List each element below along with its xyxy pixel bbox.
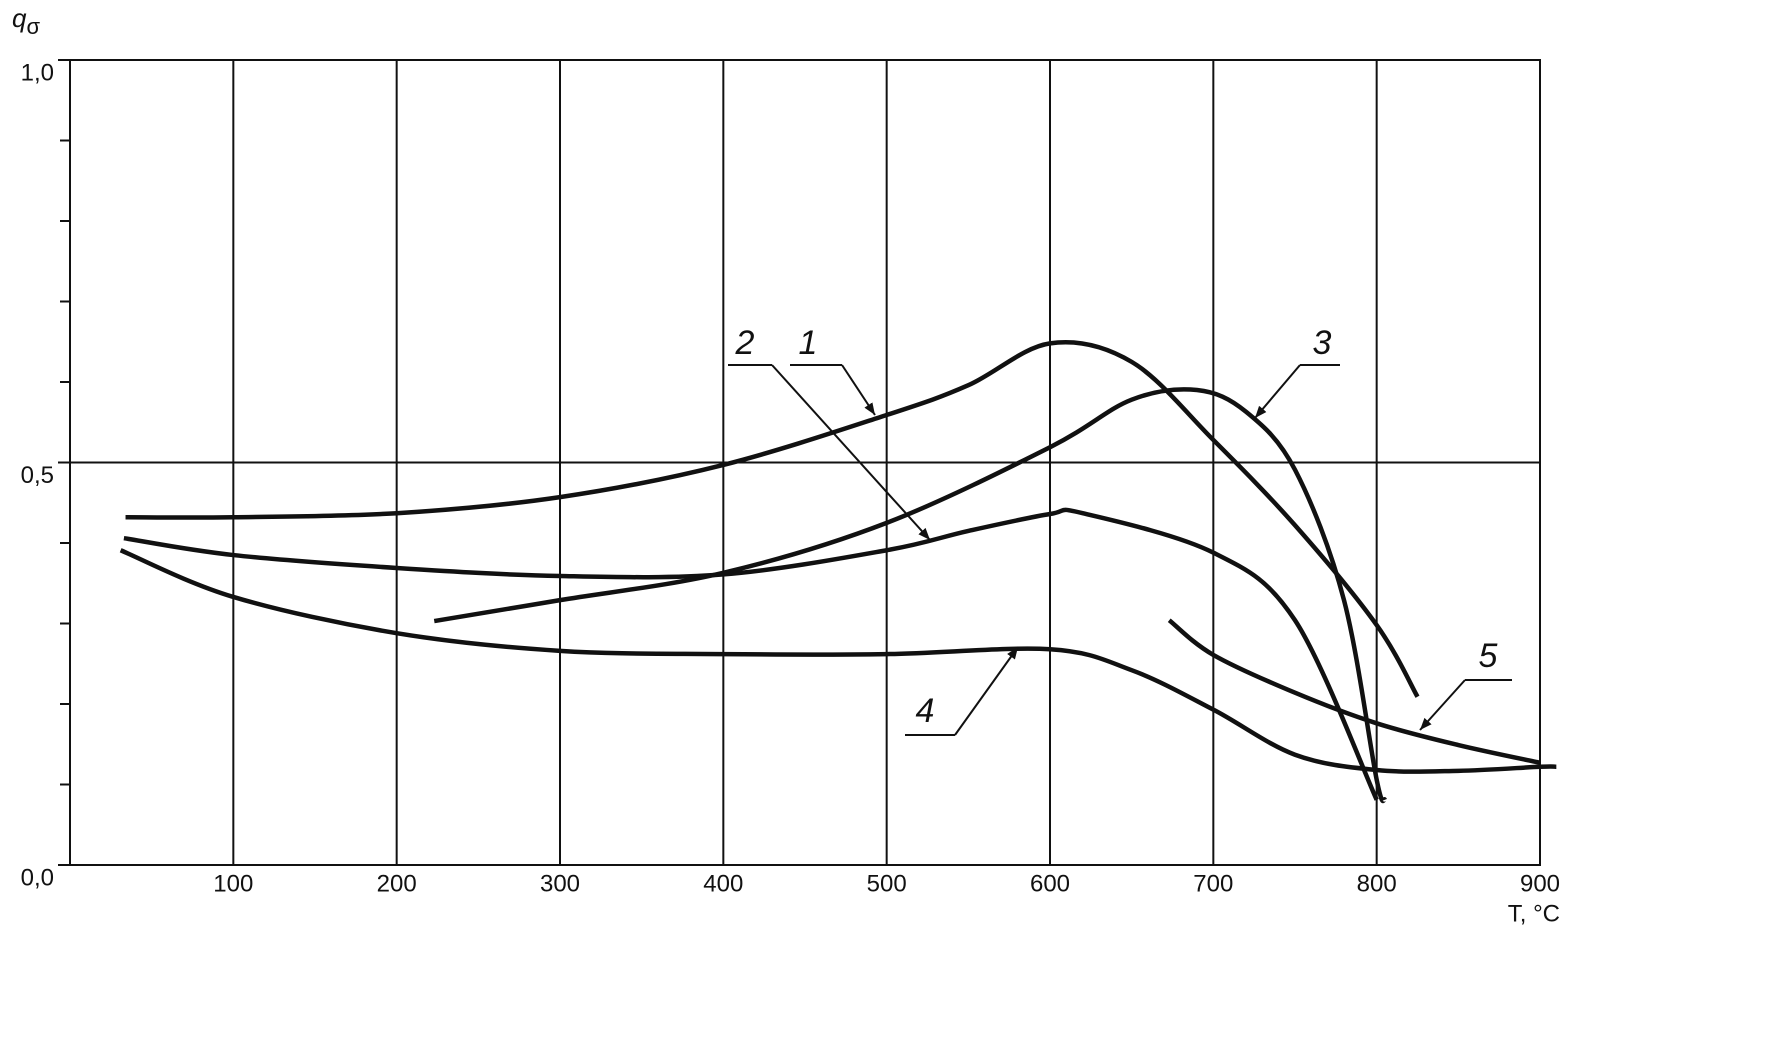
label-leader (954, 646, 1019, 736)
x-axis-label: T, °C (1508, 900, 1560, 927)
label-leader (841, 364, 876, 416)
x-tick-label: 900 (1520, 870, 1560, 897)
y-tick-label: 0,0 (21, 864, 54, 891)
x-tick-label: 600 (1030, 870, 1070, 897)
curve (119, 548, 1557, 774)
x-tick-label: 100 (213, 870, 253, 897)
x-tick-label: 800 (1357, 870, 1397, 897)
x-tick-label: 700 (1193, 870, 1233, 897)
y-axis-label-sub: σ (26, 14, 40, 39)
x-tick-label: 400 (703, 870, 743, 897)
series-label: 1 (799, 324, 818, 362)
series-label: 2 (735, 324, 755, 362)
label-leader (1254, 364, 1301, 419)
curve (433, 387, 1387, 804)
x-tick-label: 200 (377, 870, 417, 897)
y-tick-label: 1,0 (21, 59, 54, 86)
series-label: 5 (1479, 637, 1498, 675)
label-leader (771, 364, 931, 541)
y-axis-label-main: q (12, 3, 27, 33)
y-tick-label: 0,5 (21, 462, 54, 489)
x-tick-label: 500 (867, 870, 907, 897)
curve (123, 507, 1379, 801)
series-label: 4 (916, 692, 935, 730)
curve (125, 339, 1420, 698)
series-label: 3 (1313, 324, 1332, 362)
curve (1167, 618, 1541, 765)
y-axis-label: qσ (12, 3, 40, 39)
label-leader (1419, 679, 1466, 731)
x-tick-label: 300 (540, 870, 580, 897)
